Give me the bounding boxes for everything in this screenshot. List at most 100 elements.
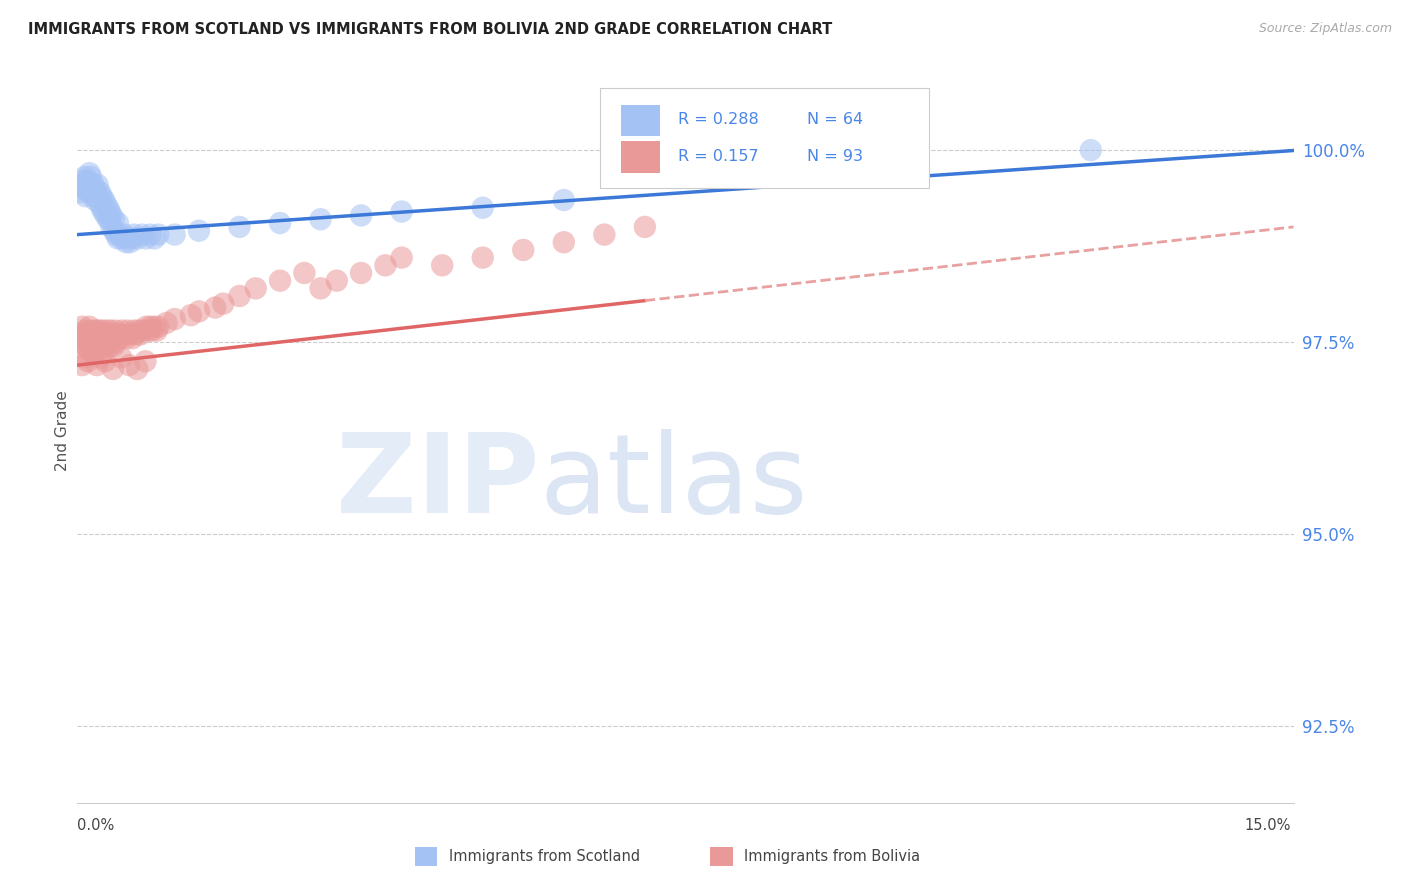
- Point: [83, 327, 105, 342]
- Point: [73, 331, 96, 345]
- Point: [79, 178, 101, 192]
- Point: [90, 189, 112, 203]
- Point: [204, 301, 226, 315]
- Point: [101, 362, 124, 376]
- Point: [86, 178, 108, 192]
- Point: [80, 339, 103, 353]
- Point: [138, 324, 160, 338]
- Point: [107, 327, 129, 342]
- Point: [97, 201, 120, 215]
- Point: [111, 231, 134, 245]
- Point: [326, 274, 349, 288]
- Point: [634, 219, 657, 234]
- Point: [309, 281, 332, 295]
- Point: [112, 227, 135, 242]
- Point: [103, 212, 125, 227]
- Point: [103, 224, 125, 238]
- Point: [91, 324, 114, 338]
- Point: [83, 335, 105, 350]
- Point: [127, 231, 149, 245]
- Point: [1080, 143, 1102, 157]
- Point: [101, 327, 124, 342]
- Point: [180, 308, 202, 322]
- Point: [73, 324, 96, 338]
- Text: N = 64: N = 64: [807, 112, 863, 128]
- Text: N = 93: N = 93: [807, 149, 863, 164]
- Point: [118, 235, 141, 250]
- Point: [117, 231, 139, 245]
- Point: [391, 251, 413, 265]
- Point: [105, 227, 128, 242]
- Point: [93, 193, 115, 207]
- Text: IMMIGRANTS FROM SCOTLAND VS IMMIGRANTS FROM BOLIVIA 2ND GRADE CORRELATION CHART: IMMIGRANTS FROM SCOTLAND VS IMMIGRANTS F…: [28, 22, 832, 37]
- Point: [432, 258, 454, 272]
- Point: [553, 193, 575, 207]
- Point: [292, 266, 315, 280]
- Point: [73, 351, 96, 365]
- Text: R = 0.157: R = 0.157: [678, 149, 759, 164]
- Point: [108, 331, 131, 345]
- Point: [100, 219, 122, 234]
- Point: [83, 178, 105, 192]
- Point: [70, 178, 93, 192]
- Point: [79, 331, 101, 345]
- Point: [97, 335, 120, 350]
- Point: [100, 335, 122, 350]
- Point: [75, 189, 97, 203]
- Point: [135, 319, 157, 334]
- Point: [148, 319, 170, 334]
- Point: [86, 358, 108, 372]
- Point: [269, 274, 291, 288]
- Point: [103, 339, 125, 353]
- Text: Immigrants from Bolivia: Immigrants from Bolivia: [744, 849, 920, 863]
- Bar: [621, 142, 659, 173]
- Text: R = 0.288: R = 0.288: [678, 112, 759, 128]
- Point: [72, 174, 94, 188]
- Point: [75, 327, 97, 342]
- Point: [90, 351, 112, 365]
- Point: [107, 231, 129, 245]
- Point: [75, 339, 97, 353]
- Point: [94, 208, 117, 222]
- Point: [80, 186, 103, 200]
- Point: [108, 227, 131, 242]
- Point: [121, 331, 143, 345]
- Point: [139, 227, 162, 242]
- Point: [84, 181, 107, 195]
- Point: [77, 343, 100, 357]
- Point: [350, 208, 373, 222]
- Point: [76, 181, 98, 195]
- Bar: [621, 105, 659, 136]
- Point: [155, 316, 177, 330]
- Y-axis label: 2nd Grade: 2nd Grade: [55, 390, 70, 471]
- Text: 0.0%: 0.0%: [77, 818, 114, 832]
- Point: [90, 343, 112, 357]
- Point: [593, 227, 616, 242]
- Point: [135, 231, 157, 245]
- Point: [391, 204, 413, 219]
- Point: [131, 227, 153, 242]
- Point: [100, 324, 122, 338]
- Point: [86, 335, 108, 350]
- Point: [70, 335, 93, 350]
- Point: [118, 358, 141, 372]
- Point: [118, 327, 141, 342]
- Point: [471, 251, 494, 265]
- FancyBboxPatch shape: [600, 87, 929, 188]
- Point: [82, 346, 104, 360]
- Text: ZIP: ZIP: [336, 429, 540, 536]
- Point: [82, 324, 104, 338]
- Point: [143, 231, 166, 245]
- Point: [97, 327, 120, 342]
- Point: [76, 354, 98, 368]
- Point: [94, 197, 117, 211]
- Point: [70, 186, 93, 200]
- Text: 15.0%: 15.0%: [1244, 818, 1291, 832]
- Point: [73, 181, 96, 195]
- Point: [163, 227, 186, 242]
- Point: [75, 178, 97, 192]
- Point: [80, 327, 103, 342]
- Point: [76, 174, 98, 188]
- Text: Immigrants from Scotland: Immigrants from Scotland: [449, 849, 640, 863]
- Point: [79, 319, 101, 334]
